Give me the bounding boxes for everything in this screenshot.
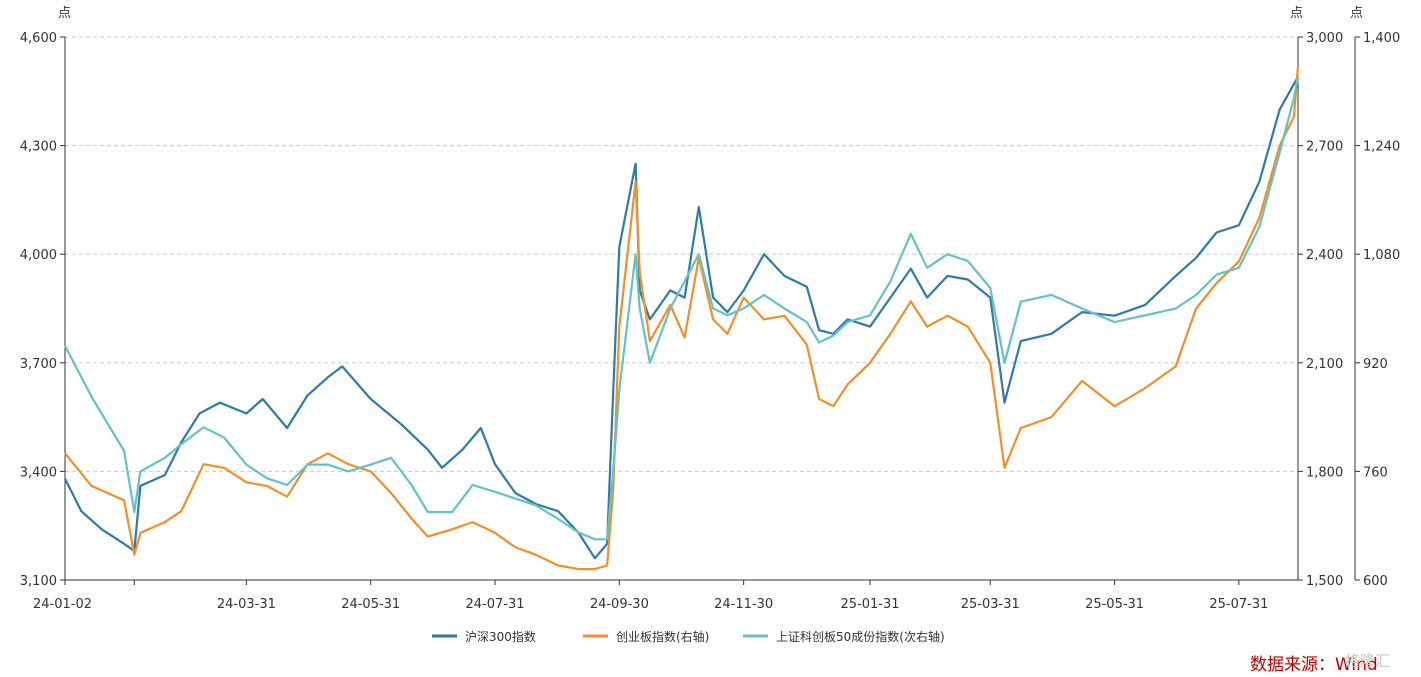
- right2-tick-label: 760: [1363, 465, 1388, 480]
- grid-lines: [65, 36, 1298, 472]
- right2-axis-unit: 点: [1350, 6, 1363, 21]
- legend-item-2: 创业板指数(右轴): [583, 629, 709, 644]
- x-tick-label: 25-01-31: [841, 597, 900, 612]
- right-tick-label: 2,400: [1306, 248, 1343, 263]
- left-tick-label: 3,700: [20, 357, 57, 372]
- watermark: 格隆汇: [1345, 652, 1391, 670]
- right-tick-label: 2,700: [1306, 140, 1343, 155]
- x-tick-label: 24-09-30: [590, 597, 649, 612]
- right2-tick-label: 1,400: [1363, 31, 1400, 46]
- legend: 沪深300指数 创业板指数(右轴) 上证科创板50成份指数(次右轴): [432, 629, 945, 644]
- legend-item-1: 沪深300指数: [432, 629, 536, 644]
- left-tick-label: 4,600: [20, 31, 57, 46]
- legend-label: 创业板指数(右轴): [616, 629, 709, 644]
- left-axis-unit: 点: [58, 6, 71, 21]
- x-tick-label: 24-01-02: [33, 597, 92, 612]
- right-tick-label: 3,000: [1306, 31, 1343, 46]
- right-tick-label: 1,800: [1306, 465, 1343, 480]
- right-tick-label: 2,100: [1306, 357, 1343, 372]
- series-line-3: [64, 77, 1300, 541]
- series-lines: [64, 65, 1300, 571]
- right2-tick-label: 920: [1363, 357, 1388, 372]
- x-tick-label: 24-11-30: [714, 597, 773, 612]
- x-tick-label: 24-03-31: [217, 597, 276, 612]
- right2-tick-label: 1,080: [1363, 248, 1400, 263]
- left-tick-label: 3,100: [20, 574, 57, 589]
- series-line-1: [64, 76, 1299, 560]
- x-tick-label: 25-07-31: [1209, 597, 1268, 612]
- axes: 3,100 1,500 600 3,400 1,800 760 3,700 2,100 920 4…: [20, 31, 1400, 612]
- legend-label: 沪深300指数: [465, 629, 536, 644]
- legend-item-3: 上证科创板50成份指数(次右轴): [743, 629, 945, 644]
- x-tick-label: 24-07-31: [466, 597, 525, 612]
- right2-tick-label: 1,240: [1363, 140, 1400, 155]
- left-tick-label: 4,000: [20, 248, 57, 263]
- right-axis-unit: 点: [1290, 6, 1303, 21]
- series-line-2: [64, 65, 1300, 571]
- x-tick-label: 25-03-31: [961, 597, 1020, 612]
- data-source: 数据来源：Wind: [1250, 655, 1378, 675]
- x-tick-label: 24-05-31: [341, 597, 400, 612]
- right2-tick-label: 600: [1363, 574, 1388, 589]
- x-tick-label: 25-05-31: [1085, 597, 1144, 612]
- left-tick-label: 3,400: [20, 465, 57, 480]
- legend-label: 上证科创板50成份指数(次右轴): [776, 629, 945, 644]
- right-tick-label: 1,500: [1306, 574, 1343, 589]
- left-tick-label: 4,300: [20, 140, 57, 155]
